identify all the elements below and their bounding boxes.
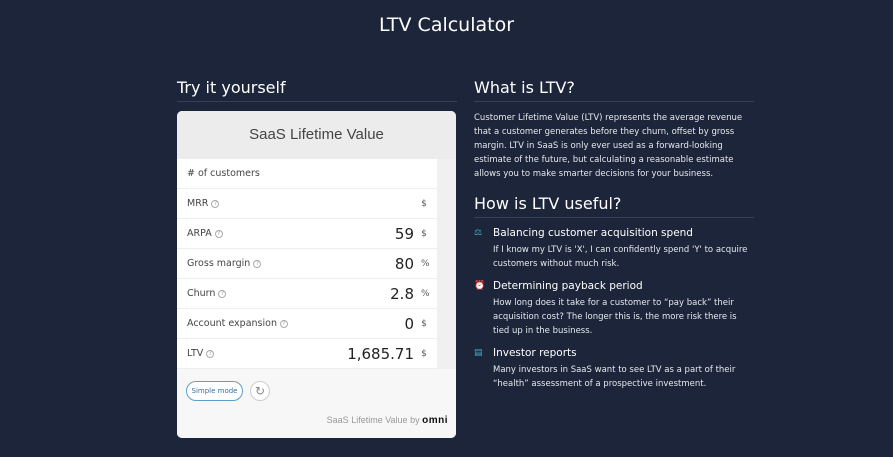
- item-title: Investor reports: [493, 347, 577, 359]
- brand-by: by: [410, 415, 420, 425]
- scrollbar[interactable]: [437, 159, 456, 369]
- unit-label: $: [421, 348, 427, 359]
- unit-label: %: [421, 258, 430, 269]
- item-text: Many investors in SaaS want to see LTV a…: [493, 365, 736, 389]
- calculator-row: Gross margin? 80 %: [177, 249, 437, 279]
- unit-label: $: [421, 318, 427, 329]
- brand-text: SaaS Lifetime Value: [326, 415, 408, 425]
- try-it-section: Try it yourself SaaS Lifetime Value # of…: [177, 78, 457, 438]
- label-text: Churn: [187, 288, 216, 299]
- row-label: MRR?: [187, 198, 414, 209]
- value-input[interactable]: 2.8: [390, 284, 414, 303]
- row-label: ARPA?: [187, 228, 395, 239]
- value-input[interactable]: 80: [394, 254, 414, 273]
- what-text: Customer Lifetime Value (LTV) represents…: [474, 113, 743, 179]
- row-label: Churn?: [187, 288, 390, 299]
- label-text: # of customers: [187, 168, 260, 179]
- calculator-footer: Simple mode ↻ SaaS Lifetime Value by omn…: [177, 369, 456, 438]
- useful-item: ⏰ Determining payback period How long doe…: [474, 280, 754, 338]
- calculator-card: SaaS Lifetime Value # of customers MRR? …: [177, 111, 456, 438]
- help-icon[interactable]: ?: [211, 199, 220, 208]
- unit-label: $: [421, 228, 427, 239]
- calculator-row: # of customers: [177, 159, 437, 189]
- scale-icon: ⚖: [474, 228, 483, 238]
- item-title: Balancing customer acquisition spend: [493, 227, 693, 239]
- calculator-title: SaaS Lifetime Value: [177, 111, 456, 159]
- label-text: ARPA: [187, 228, 212, 239]
- row-label: Account expansion?: [187, 318, 404, 329]
- item-title: Determining payback period: [493, 280, 643, 292]
- useful-item: ⚖ Balancing customer acquisition spend If…: [474, 227, 754, 271]
- row-label: LTV?: [187, 348, 347, 359]
- useful-heading: How is LTV useful?: [474, 194, 754, 218]
- simple-mode-button[interactable]: Simple mode: [186, 381, 243, 401]
- calculator-row: ARPA? 59 $: [177, 219, 437, 249]
- value-input[interactable]: 0: [404, 314, 414, 333]
- what-heading: What is LTV?: [474, 78, 754, 102]
- calculator-row: Churn? 2.8 %: [177, 279, 437, 309]
- value-input[interactable]: 59: [394, 224, 414, 243]
- item-text: If I know my LTV is 'X', I can confident…: [493, 245, 748, 269]
- omni-logo: omni: [422, 415, 448, 426]
- useful-item: ▤ Investor reports Many investors in SaaS…: [474, 347, 754, 391]
- label-text: Gross margin: [187, 258, 251, 269]
- calculator-row: MRR? $: [177, 189, 437, 219]
- reset-button[interactable]: ↻: [250, 381, 270, 401]
- value-input[interactable]: 1,685.71: [347, 344, 414, 363]
- page-title: LTV Calculator: [378, 14, 515, 36]
- refresh-icon: ↻: [254, 384, 266, 398]
- calculator-row: LTV? 1,685.71 $: [177, 339, 437, 369]
- help-icon[interactable]: ?: [206, 349, 215, 358]
- help-icon[interactable]: ?: [279, 319, 288, 328]
- label-text: LTV: [187, 348, 204, 359]
- label-text: Account expansion: [187, 318, 277, 329]
- document-icon: ▤: [474, 348, 483, 358]
- calculator-row: Account expansion? 0 $: [177, 309, 437, 339]
- alarm-clock-icon: ⏰: [474, 281, 486, 291]
- brand-link[interactable]: SaaS Lifetime Value by omni: [327, 415, 448, 426]
- row-label: # of customers: [187, 168, 414, 179]
- help-icon[interactable]: ?: [214, 229, 223, 238]
- help-icon[interactable]: ?: [218, 289, 227, 298]
- unit-label: %: [421, 288, 430, 299]
- unit-label: $: [421, 198, 427, 209]
- row-label: Gross margin?: [187, 258, 395, 269]
- info-section: What is LTV? Customer Lifetime Value (LT…: [474, 78, 754, 400]
- try-heading: Try it yourself: [177, 78, 457, 102]
- item-text: How long does it take for a customer to …: [493, 298, 737, 336]
- help-icon[interactable]: ?: [253, 259, 262, 268]
- label-text: MRR: [187, 198, 209, 209]
